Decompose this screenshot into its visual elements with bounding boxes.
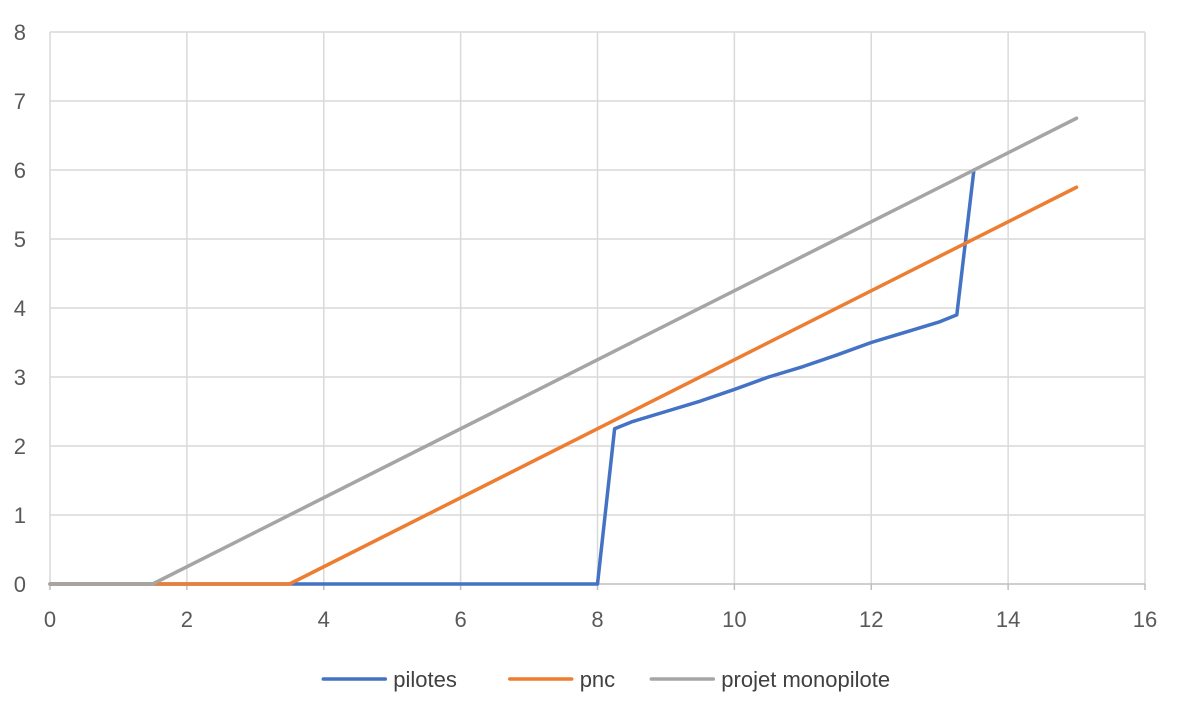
- gridlines: [50, 31, 1146, 584]
- x-tick-label: 16: [1133, 607, 1157, 632]
- x-tick-label: 0: [44, 607, 56, 632]
- x-tick-label: 14: [996, 607, 1020, 632]
- y-tick-label: 6: [14, 158, 26, 183]
- x-tick-label: 2: [181, 607, 193, 632]
- y-tick-label: 7: [14, 89, 26, 114]
- series-line-projet-monopilote: [48, 116, 1079, 586]
- x-tick-label: 4: [318, 607, 330, 632]
- series-line-pilotes: [48, 168, 976, 586]
- legend-label: pnc: [580, 667, 615, 692]
- x-tick-label: 12: [859, 607, 883, 632]
- y-tick-label: 1: [14, 503, 26, 528]
- y-tick-label: 0: [14, 572, 26, 597]
- legend-label: projet monopilote: [721, 667, 890, 692]
- y-tick-label: 8: [14, 20, 26, 45]
- y-tick-label: 5: [14, 227, 26, 252]
- x-tick-label: 8: [591, 607, 603, 632]
- legend-item-pilotes: pilotes: [321, 667, 457, 692]
- y-tick-label: 4: [14, 296, 26, 321]
- legend: pilotes pnc projet monopilote: [321, 667, 890, 692]
- legend-item-projet-monopilote: projet monopilote: [649, 667, 890, 692]
- series-line-pnc: [48, 185, 1079, 586]
- x-tick-labels: 0 2 4 6 8 10 12 14 16: [44, 607, 1157, 632]
- series-lines: [48, 116, 1079, 586]
- x-tick-label: 6: [455, 607, 467, 632]
- y-tick-label: 2: [14, 434, 26, 459]
- y-tick-labels: 0 1 2 3 4 5 6 7 8: [14, 20, 26, 597]
- legend-item-pnc: pnc: [507, 667, 615, 692]
- x-tick-label: 10: [722, 607, 746, 632]
- y-tick-label: 3: [14, 365, 26, 390]
- legend-label: pilotes: [393, 667, 457, 692]
